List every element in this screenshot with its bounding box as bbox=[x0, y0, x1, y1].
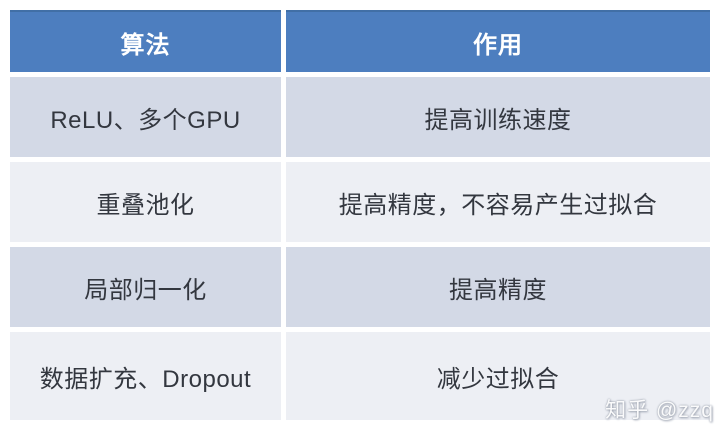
cell-effect-row1: 提高训练速度 bbox=[286, 77, 710, 157]
cell-algorithm-row3: 局部归一化 bbox=[10, 247, 281, 327]
cell-effect-row4: 减少过拟合 bbox=[286, 332, 710, 420]
header-cell-effect: 作用 bbox=[286, 10, 710, 72]
cell-algorithm-row2: 重叠池化 bbox=[10, 162, 281, 242]
header-cell-algorithm: 算法 bbox=[10, 10, 281, 72]
cell-effect-row3: 提高精度 bbox=[286, 247, 710, 327]
algorithm-effect-table: 算法 作用 ReLU、多个GPU 提高训练速度 重叠池化 提高精度，不容易产生过… bbox=[10, 10, 710, 420]
cell-effect-row2: 提高精度，不容易产生过拟合 bbox=[286, 162, 710, 242]
zhihu-watermark: 知乎 @zzq bbox=[605, 399, 714, 422]
cell-algorithm-row4: 数据扩充、Dropout bbox=[10, 332, 281, 420]
cell-algorithm-row1: ReLU、多个GPU bbox=[10, 77, 281, 157]
